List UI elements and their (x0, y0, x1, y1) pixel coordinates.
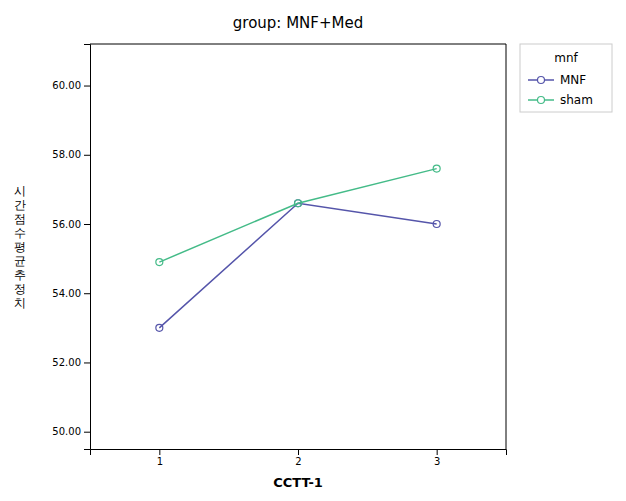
y-tick-label: 50.00 (52, 426, 81, 437)
x-axis: 1 2 3 (91, 449, 507, 467)
y-tick-mark (84, 362, 90, 363)
frame (90, 44, 506, 45)
y-tick-mark (84, 155, 90, 156)
plot: 1 2 3 50.00 52.00 54.00 56.00 58.00 60.00 (52, 44, 506, 467)
y-tick-mark (84, 224, 90, 225)
y-tick: 52.00 (52, 357, 90, 368)
x-tick-mark (437, 449, 438, 455)
y-axis-label: 시간점수평균추정치 (14, 183, 26, 309)
x-tick-mark (298, 449, 299, 455)
y-tick-mark (84, 432, 90, 433)
y-tick: 60.00 (52, 80, 90, 91)
series-line (159, 169, 436, 262)
point (433, 221, 440, 228)
point (156, 324, 163, 331)
y-tick-mark (84, 293, 90, 294)
legend-frame (520, 44, 612, 112)
y-tick: 50.00 (52, 426, 90, 437)
y-tick: 54.00 (52, 288, 90, 299)
y-tick-label: 56.00 (52, 219, 81, 230)
point (156, 259, 163, 266)
y-tick-label: 52.00 (52, 357, 81, 368)
x-tick: 1 (157, 449, 163, 467)
marks (156, 165, 440, 331)
legend-label: MNF (560, 73, 586, 87)
legend-marker (538, 77, 545, 84)
x-tick-label: 2 (295, 456, 301, 467)
legend-item: MNF (528, 73, 586, 87)
legend: mnf MNF sham (520, 44, 612, 112)
y-tick-label: 58.00 (52, 149, 81, 160)
x-axis-line (91, 450, 507, 456)
x-tick: 3 (434, 449, 440, 467)
legend-title: mnf (554, 51, 578, 65)
x-tick-label: 3 (434, 456, 440, 467)
legend-item: sham (528, 93, 593, 107)
frame (506, 44, 507, 449)
x-tick: 2 (295, 449, 301, 467)
title: group: MNF+Med (233, 14, 363, 32)
legend-marker (538, 97, 545, 104)
y-axis: 50.00 52.00 54.00 56.00 58.00 60.00 (52, 45, 90, 450)
x-tick-mark (159, 449, 160, 455)
x-tick-label: 1 (157, 456, 163, 467)
y-tick-label: 54.00 (52, 288, 81, 299)
y-tick: 58.00 (52, 149, 90, 160)
x-axis-label: CCTT-1 (273, 475, 323, 490)
y-tick: 56.00 (52, 219, 90, 230)
legend-label: sham (560, 93, 593, 107)
chart: 1 2 3 50.00 52.00 54.00 56.00 58.00 60.00 group: … (0, 0, 626, 501)
y-tick-mark (84, 86, 90, 87)
series-line (159, 203, 436, 328)
point (433, 165, 440, 172)
point (295, 200, 302, 207)
y-tick-label: 60.00 (52, 80, 81, 91)
y-axis-line (84, 45, 91, 450)
